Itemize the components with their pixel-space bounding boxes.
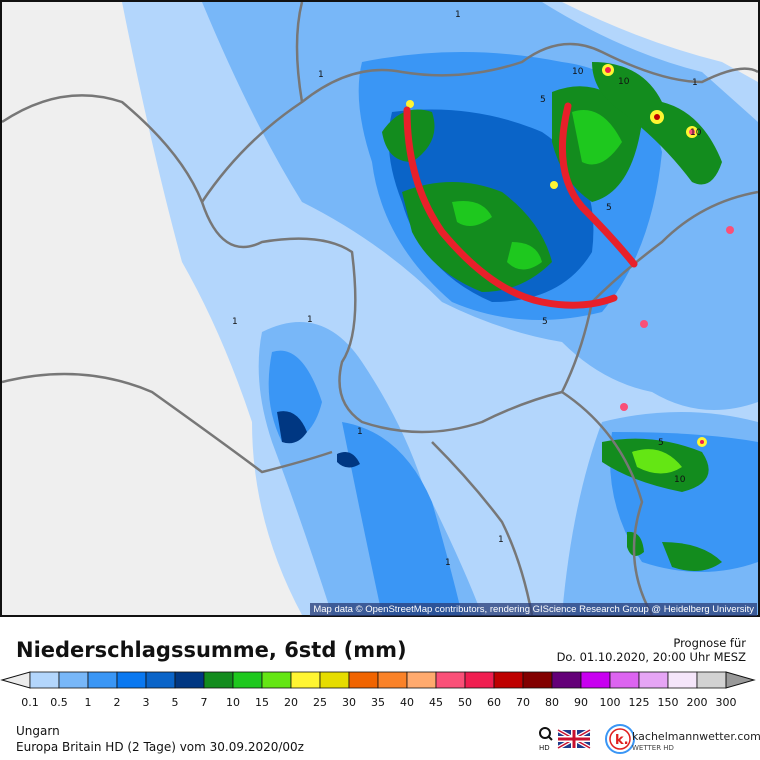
legend-tick: 50 — [458, 696, 472, 709]
legend-swatch — [522, 671, 553, 689]
svg-text:1: 1 — [692, 78, 698, 88]
svg-text:1: 1 — [318, 70, 324, 80]
zoom-hd-icon[interactable]: HD — [539, 727, 553, 752]
forecast-time: Do. 01.10.2020, 20:00 Uhr MESZ — [556, 650, 746, 664]
legend-tick: 90 — [574, 696, 588, 709]
legend-ticks: 0.1 0.5 1 2 3 5 7 10 15 20 25 30 35 40 45 50 60 70 80 90 100… — [0, 696, 760, 710]
footer-logos: HD k. — [539, 724, 635, 754]
svg-text:1: 1 — [455, 10, 461, 20]
legend-swatch — [609, 671, 640, 689]
legend-tick: 1 — [84, 696, 92, 709]
legend-swatch — [203, 671, 234, 689]
legend-tick: 15 — [255, 696, 269, 709]
legend-tick: 3 — [142, 696, 150, 709]
legend-tick: 200 — [686, 696, 708, 709]
legend-tick: 10 — [226, 696, 240, 709]
legend-swatch — [406, 671, 437, 689]
legend-tick: 70 — [516, 696, 530, 709]
svg-text:HD: HD — [539, 744, 550, 752]
legend-swatch — [261, 671, 292, 689]
model-run: Europa Britain HD (2 Tage) vom 30.09.202… — [16, 740, 304, 754]
legend-tick: 100 — [599, 696, 621, 709]
svg-text:10: 10 — [618, 77, 630, 87]
forecast-label: Prognose für — [673, 636, 746, 650]
legend-swatch — [580, 671, 611, 689]
country-borders — [2, 2, 758, 615]
legend-swatch — [377, 671, 408, 689]
legend-tick: 35 — [371, 696, 385, 709]
legend-swatch — [638, 671, 669, 689]
legend-tick: 125 — [628, 696, 650, 709]
svg-text:1: 1 — [498, 535, 504, 545]
legend-swatch — [232, 671, 263, 689]
legend-swatch — [551, 671, 582, 689]
svg-text:5: 5 — [540, 95, 546, 105]
brand-name: kachelmannwetter.com — [632, 730, 760, 743]
svg-text:10: 10 — [674, 475, 686, 485]
legend-swatch — [290, 671, 321, 689]
legend-swatch — [58, 671, 89, 689]
region-name: Ungarn — [16, 724, 60, 738]
contour-labels: 1 1 1 1 1 1 1 1 5 5 5 5 10 10 10 10 — [232, 10, 702, 568]
legend-tick: 2 — [113, 696, 121, 709]
svg-text:1: 1 — [307, 315, 313, 325]
chart-title: Niederschlagssumme, 6std (mm) — [16, 638, 407, 662]
legend-swatch — [87, 671, 118, 689]
legend-swatch — [696, 671, 727, 689]
legend-swatch — [116, 671, 147, 689]
legend-tick: 5 — [171, 696, 179, 709]
legend-swatch — [319, 671, 350, 689]
map-attribution: Map data © OpenStreetMap contributors, r… — [310, 603, 757, 616]
svg-text:1: 1 — [445, 558, 451, 568]
legend-tick: 7 — [200, 696, 208, 709]
svg-text:10: 10 — [572, 67, 584, 77]
svg-text:k.: k. — [615, 733, 629, 748]
legend-tick: 40 — [400, 696, 414, 709]
legend-tick: 0.1 — [21, 696, 39, 709]
legend-tick: 30 — [342, 696, 356, 709]
legend-swatch — [174, 671, 205, 689]
annotation-strokes — [403, 102, 638, 309]
legend-tick: 300 — [715, 696, 737, 709]
legend-swatch — [435, 671, 466, 689]
legend-tick: 0.5 — [50, 696, 68, 709]
svg-text:5: 5 — [606, 203, 612, 213]
map-canvas: 1 1 1 1 1 1 1 1 5 5 5 5 10 10 10 10 — [2, 2, 758, 615]
precipitation-map[interactable]: 1 1 1 1 1 1 1 1 5 5 5 5 10 10 10 10 Map … — [0, 0, 760, 617]
legend-over-arrow — [725, 671, 756, 689]
svg-text:10: 10 — [690, 128, 702, 138]
legend-under-arrow — [0, 671, 31, 689]
precip-heavy — [406, 64, 734, 447]
uk-flag-icon[interactable] — [557, 728, 591, 750]
svg-text:5: 5 — [542, 317, 548, 327]
legend-swatch — [145, 671, 176, 689]
color-legend — [0, 671, 756, 689]
legend-swatch — [464, 671, 495, 689]
svg-text:1: 1 — [232, 317, 238, 327]
legend-tick: 45 — [429, 696, 443, 709]
brand-sub: WETTER HD — [632, 744, 674, 752]
legend-tick: 150 — [657, 696, 679, 709]
legend-tick: 60 — [487, 696, 501, 709]
legend-tick: 80 — [545, 696, 559, 709]
legend-swatch — [493, 671, 524, 689]
legend-swatch — [348, 671, 379, 689]
svg-text:1: 1 — [357, 427, 363, 437]
legend-tick: 25 — [313, 696, 327, 709]
kachelmann-logo[interactable]: k. — [605, 724, 635, 754]
legend-tick: 20 — [284, 696, 298, 709]
legend-swatch — [29, 671, 60, 689]
svg-text:5: 5 — [658, 438, 664, 448]
legend-swatch — [667, 671, 698, 689]
